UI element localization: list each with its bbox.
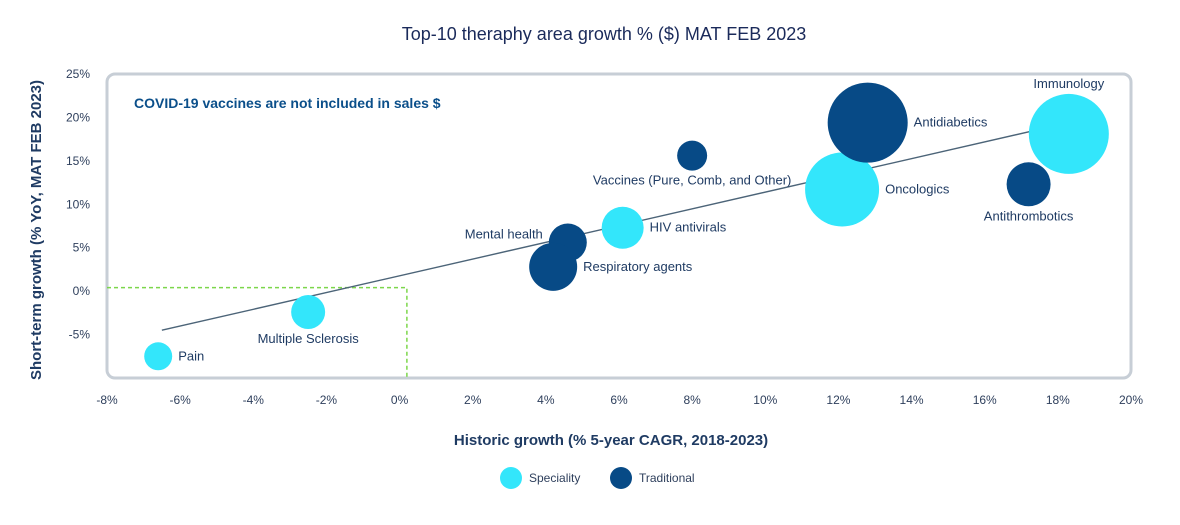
y-tick-label: -5% <box>69 328 91 342</box>
bubbles-layer <box>144 82 1109 371</box>
x-tick-label: 4% <box>537 393 555 407</box>
bubble-label-immunology: Immunology <box>1033 76 1104 91</box>
x-tick-label: 16% <box>973 393 997 407</box>
legend-label-speciality: Speciality <box>529 471 580 485</box>
y-tick-label: 20% <box>66 110 90 124</box>
highlight-layer <box>107 286 408 378</box>
x-tick-label: 2% <box>464 393 482 407</box>
x-tick-label: 10% <box>753 393 777 407</box>
bubble-label-vaccines-pure-comb-and-other: Vaccines (Pure, Comb, and Other) <box>593 173 791 188</box>
bubble-pain <box>144 342 173 371</box>
bubble-antidiabetics <box>827 82 908 163</box>
legend-marker-traditional <box>610 467 632 489</box>
legend: Speciality Traditional <box>500 467 695 489</box>
bubble-respiratory-agents <box>529 242 578 291</box>
x-axis-title: Historic growth (% 5-year CAGR, 2018-202… <box>454 432 768 449</box>
y-tick-label: 5% <box>73 241 91 255</box>
x-tick-label: 18% <box>1046 393 1070 407</box>
x-tick-label: 6% <box>610 393 628 407</box>
x-tick-label: 8% <box>683 393 701 407</box>
x-tick-label: 14% <box>900 393 924 407</box>
y-tick-label: 25% <box>66 67 90 81</box>
x-tick-label: -2% <box>316 393 338 407</box>
x-tick-label: 12% <box>826 393 850 407</box>
x-tick-label: 20% <box>1119 393 1143 407</box>
y-tick-label: 0% <box>73 284 91 298</box>
bubble-hiv-antivirals <box>601 206 644 249</box>
x-tick-label: -6% <box>169 393 191 407</box>
legend-label-traditional: Traditional <box>639 471 695 485</box>
x-tick-label: 0% <box>391 393 409 407</box>
bubble-label-antidiabetics: Antidiabetics <box>914 115 988 130</box>
bubble-label-antithrombotics: Antithrombotics <box>984 208 1074 223</box>
plot-frame <box>105 72 1133 380</box>
x-tick-label: -8% <box>96 393 118 407</box>
bubble-oncologics <box>805 152 880 227</box>
bubble-label-mental-health: Mental health <box>465 227 543 242</box>
bubble-label-oncologics: Oncologics <box>885 182 950 197</box>
legend-marker-speciality <box>500 467 522 489</box>
y-axis-ticks: -5% 0% 5% 10% 15% 20% 25% <box>66 67 90 342</box>
bubble-vaccines-pure-comb-and-other <box>677 140 708 171</box>
bubble-label-hiv-antivirals: HIV antivirals <box>650 220 727 235</box>
y-tick-label: 15% <box>66 154 90 168</box>
bubble-label-pain: Pain <box>178 348 204 363</box>
bubble-labels-layer: Pain Multiple Sclerosis Mental health Respi… <box>178 76 1105 363</box>
x-tick-label: -4% <box>243 393 265 407</box>
bubble-label-multiple-sclerosis: Multiple Sclerosis <box>258 331 360 346</box>
highlight-box <box>107 286 408 378</box>
y-axis-title: Short-term growth (% YoY, MAT FEB 2023) <box>28 80 45 380</box>
bubble-immunology <box>1028 93 1109 174</box>
y-tick-label: 10% <box>66 197 90 211</box>
x-axis-ticks: -8% -6% -4% -2% 0% 2% 4% 6% 8% 10% 12% 14% 16% 18% 20% <box>96 393 1143 407</box>
bubble-label-respiratory-agents: Respiratory agents <box>583 259 693 274</box>
bubble-antithrombotics <box>1006 162 1051 207</box>
chart-title: Top-10 theraphy area growth % ($) MAT FE… <box>402 24 807 44</box>
covid-annotation: COVID-19 vaccines are not included in sa… <box>134 95 441 111</box>
bubble-multiple-sclerosis <box>291 294 326 329</box>
